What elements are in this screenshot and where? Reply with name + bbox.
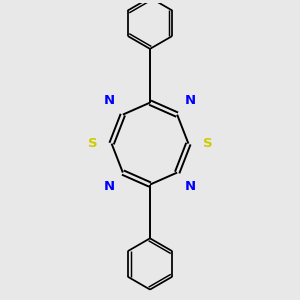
- Text: S: S: [88, 137, 97, 150]
- Text: N: N: [104, 94, 115, 107]
- Text: N: N: [185, 94, 196, 107]
- Text: N: N: [104, 180, 115, 193]
- Text: S: S: [203, 137, 212, 150]
- Text: N: N: [185, 180, 196, 193]
